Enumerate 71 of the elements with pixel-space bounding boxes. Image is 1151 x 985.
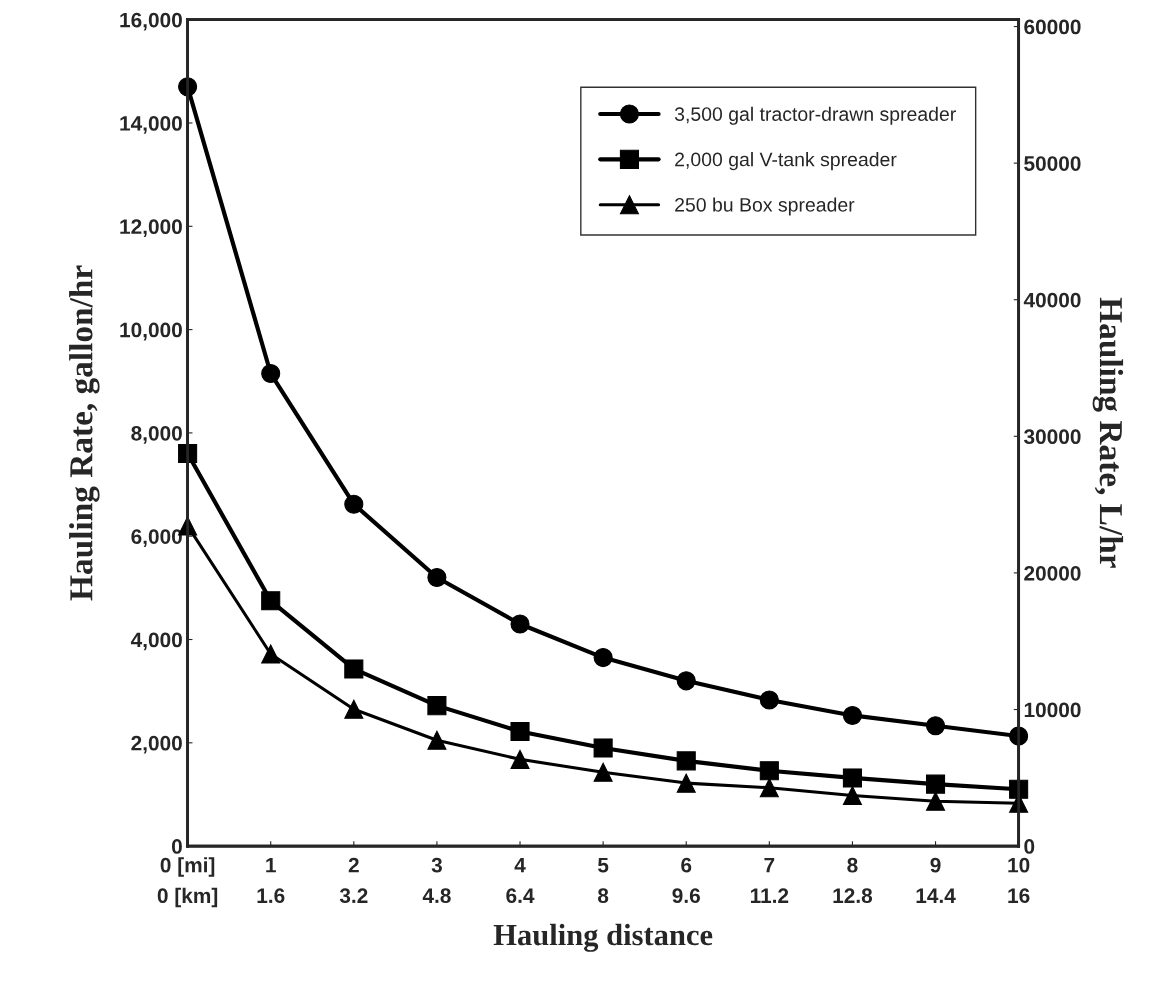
y2-tick-label: 10000 [1024,702,1081,718]
y-tick-label: 14,000 [120,116,182,134]
point [842,768,862,788]
point [759,690,779,710]
x-tick-label: 2 [348,857,359,873]
y2-tick-label: 0 [1024,839,1035,854]
y2-tick-label: 40000 [1023,292,1081,308]
x2-tick-label: 11.2 [750,888,789,903]
y2-tick-label: 20000 [1024,565,1081,581]
x2-tick-label: 0 [km] [157,887,218,908]
legend-label: 250 bu Box spreader [675,197,855,216]
x-tick-label: 5 [597,857,609,873]
point [261,591,281,611]
point [925,791,946,811]
x-tick-label: 7 [764,857,775,873]
point [510,749,530,769]
y-tick-label: 0 [171,839,182,854]
y2-tick-label: 50000 [1024,156,1081,171]
point [344,699,364,719]
point [842,705,862,725]
y-tick-label: 4,000 [130,632,182,651]
y2-tick-label: 30000 [1023,429,1081,445]
y-tick-label: 8,000 [131,425,182,444]
x2-tick-label: 4.8 [422,888,451,904]
x-axis-title: Hauling distance [493,923,713,952]
point [759,761,779,781]
y-tick-label: 2,000 [131,735,182,754]
point [925,716,946,736]
x-tick-label: 0 [mi] [160,857,215,877]
y-tick-label: 6,000 [131,529,182,547]
point [676,671,696,691]
x2-tick-label: 3.2 [339,888,368,904]
point [344,659,364,679]
legend-label: 3,500 gal tractor-drawn spreader [674,106,956,125]
point [925,774,946,794]
x-tick-label: 3 [431,857,442,873]
point [593,738,613,758]
point [510,614,530,634]
x2-tick-label: 8 [597,888,609,904]
legend-label: 2,000 gal V-tank spreader [675,152,897,171]
point [427,730,447,750]
point [344,494,364,514]
x-tick-label: 10 [1008,857,1030,873]
y-tick-label: 10,000 [120,322,182,341]
point [842,785,862,806]
point [676,751,696,771]
x-tick-label: 6 [681,857,692,873]
point [759,778,779,798]
x-tick-label: 1 [266,857,276,873]
point [427,567,447,588]
point [427,696,447,716]
x2-tick-label: 16 [1008,888,1030,904]
x2-tick-label: 14.4 [916,888,956,903]
x2-tick-label: 6.4 [506,888,535,904]
point [510,721,530,741]
y-axis-title: Hauling Rate, gallon/hr [69,265,100,601]
x-tick-label: 9 [930,857,941,873]
x-tick-label: 4 [514,857,526,873]
point [676,773,696,793]
y-tick-label: 12,000 [120,219,182,238]
x2-tick-label: 9.6 [672,888,700,904]
y2-tick-label: 60000 [1024,19,1081,35]
point [593,648,613,668]
point [593,762,613,782]
x2-tick-label: 12.8 [833,888,873,904]
y-tick-label: 16,000 [120,12,182,31]
y2-axis-title: Hauling Rate, L/hr [1092,297,1124,568]
point [261,644,281,664]
x2-tick-label: 1.6 [257,888,285,904]
x-tick-label: 8 [847,857,858,873]
point [261,363,281,384]
